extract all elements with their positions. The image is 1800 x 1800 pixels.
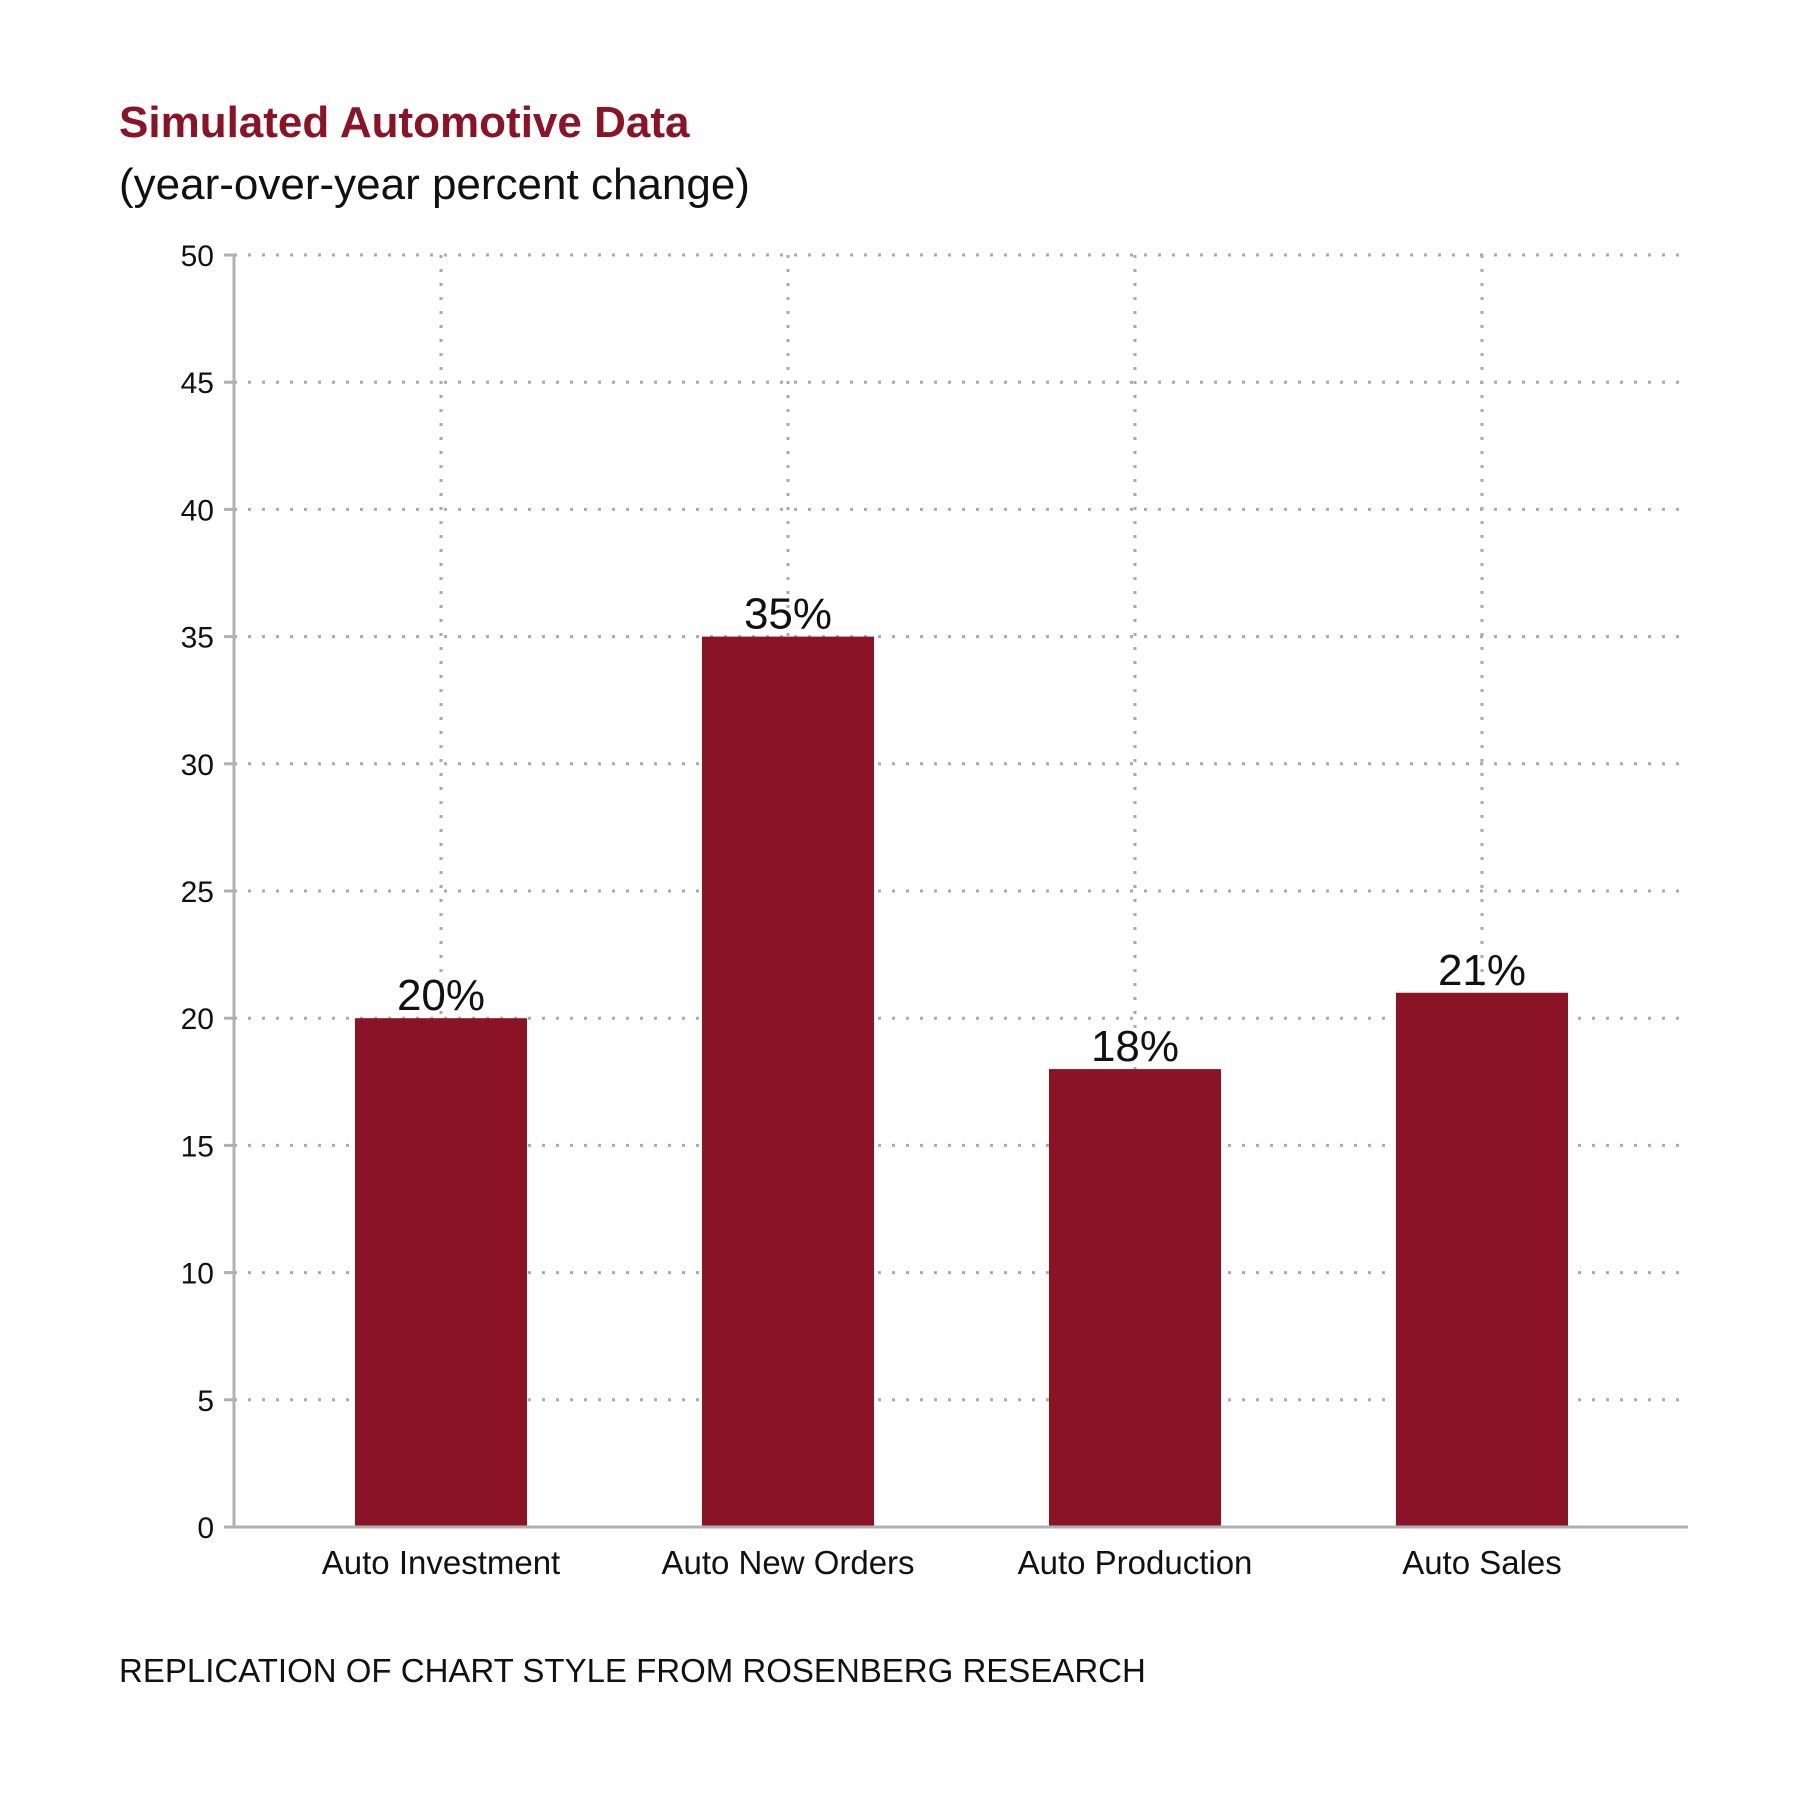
bar-auto-production (1049, 1069, 1221, 1527)
data-label: 18% (1091, 1022, 1179, 1071)
data-label: 20% (397, 971, 485, 1020)
x-category-label: Auto Sales (1402, 1544, 1562, 1581)
y-tick-label: 5 (197, 1385, 214, 1418)
bars (355, 636, 1568, 1527)
grid-lines (234, 253, 1688, 1527)
y-tick-label: 15 (181, 1130, 214, 1163)
chart-subtitle: (year-over-year percent change) (119, 160, 750, 209)
source-footer: REPLICATION OF CHART STYLE FROM ROSENBER… (119, 1652, 1146, 1689)
y-tick-label: 0 (197, 1512, 214, 1545)
y-tick-label: 40 (181, 494, 214, 527)
x-category-label: Auto New Orders (661, 1544, 914, 1581)
data-label: 35% (744, 590, 832, 639)
y-tick-label: 25 (181, 876, 214, 909)
x-category-label: Auto Production (1018, 1544, 1253, 1581)
axes (224, 253, 1688, 1529)
y-tick-label: 10 (181, 1258, 214, 1291)
y-tick-label: 50 (181, 240, 214, 273)
data-label: 21% (1438, 946, 1526, 995)
y-tick-label: 30 (181, 749, 214, 782)
y-tick-label: 35 (181, 622, 214, 655)
labels: 0 5 10 15 20 25 30 35 40 45 50 20% Auto Investment 35… (181, 240, 1562, 1581)
chart-title: Simulated Automotive Data (119, 98, 690, 147)
x-category-label: Auto Investment (322, 1544, 560, 1581)
bar-auto-sales (1396, 992, 1568, 1527)
bar-auto-investment (355, 1018, 527, 1527)
y-tick-label: 45 (181, 367, 214, 400)
bar-auto-new-orders (702, 636, 874, 1527)
y-tick-label: 20 (181, 1003, 214, 1036)
